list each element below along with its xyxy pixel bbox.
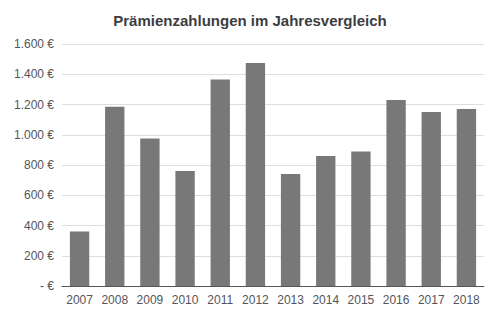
svg-text:- €: - € [40,279,54,293]
svg-text:2017: 2017 [418,293,445,307]
svg-text:1.200 €: 1.200 € [14,98,54,112]
svg-text:200 €: 200 € [24,249,54,263]
svg-text:2018: 2018 [453,293,480,307]
svg-text:800 €: 800 € [24,158,54,172]
svg-text:1.400 €: 1.400 € [14,67,54,81]
svg-text:2010: 2010 [172,293,199,307]
svg-text:1.600 €: 1.600 € [14,37,54,51]
svg-text:400 €: 400 € [24,219,54,233]
svg-text:2011: 2011 [207,293,233,307]
svg-text:2016: 2016 [383,293,410,307]
svg-text:2009: 2009 [137,293,164,307]
svg-text:2015: 2015 [348,293,375,307]
svg-text:600 €: 600 € [24,188,54,202]
svg-text:2014: 2014 [312,293,339,307]
svg-text:2008: 2008 [101,293,128,307]
svg-text:Prämienzahlungen im Jahresverg: Prämienzahlungen im Jahresvergleich [113,12,386,29]
svg-text:1.000 €: 1.000 € [14,128,54,142]
svg-text:2012: 2012 [242,293,269,307]
svg-text:2013: 2013 [277,293,304,307]
svg-text:2007: 2007 [66,293,93,307]
